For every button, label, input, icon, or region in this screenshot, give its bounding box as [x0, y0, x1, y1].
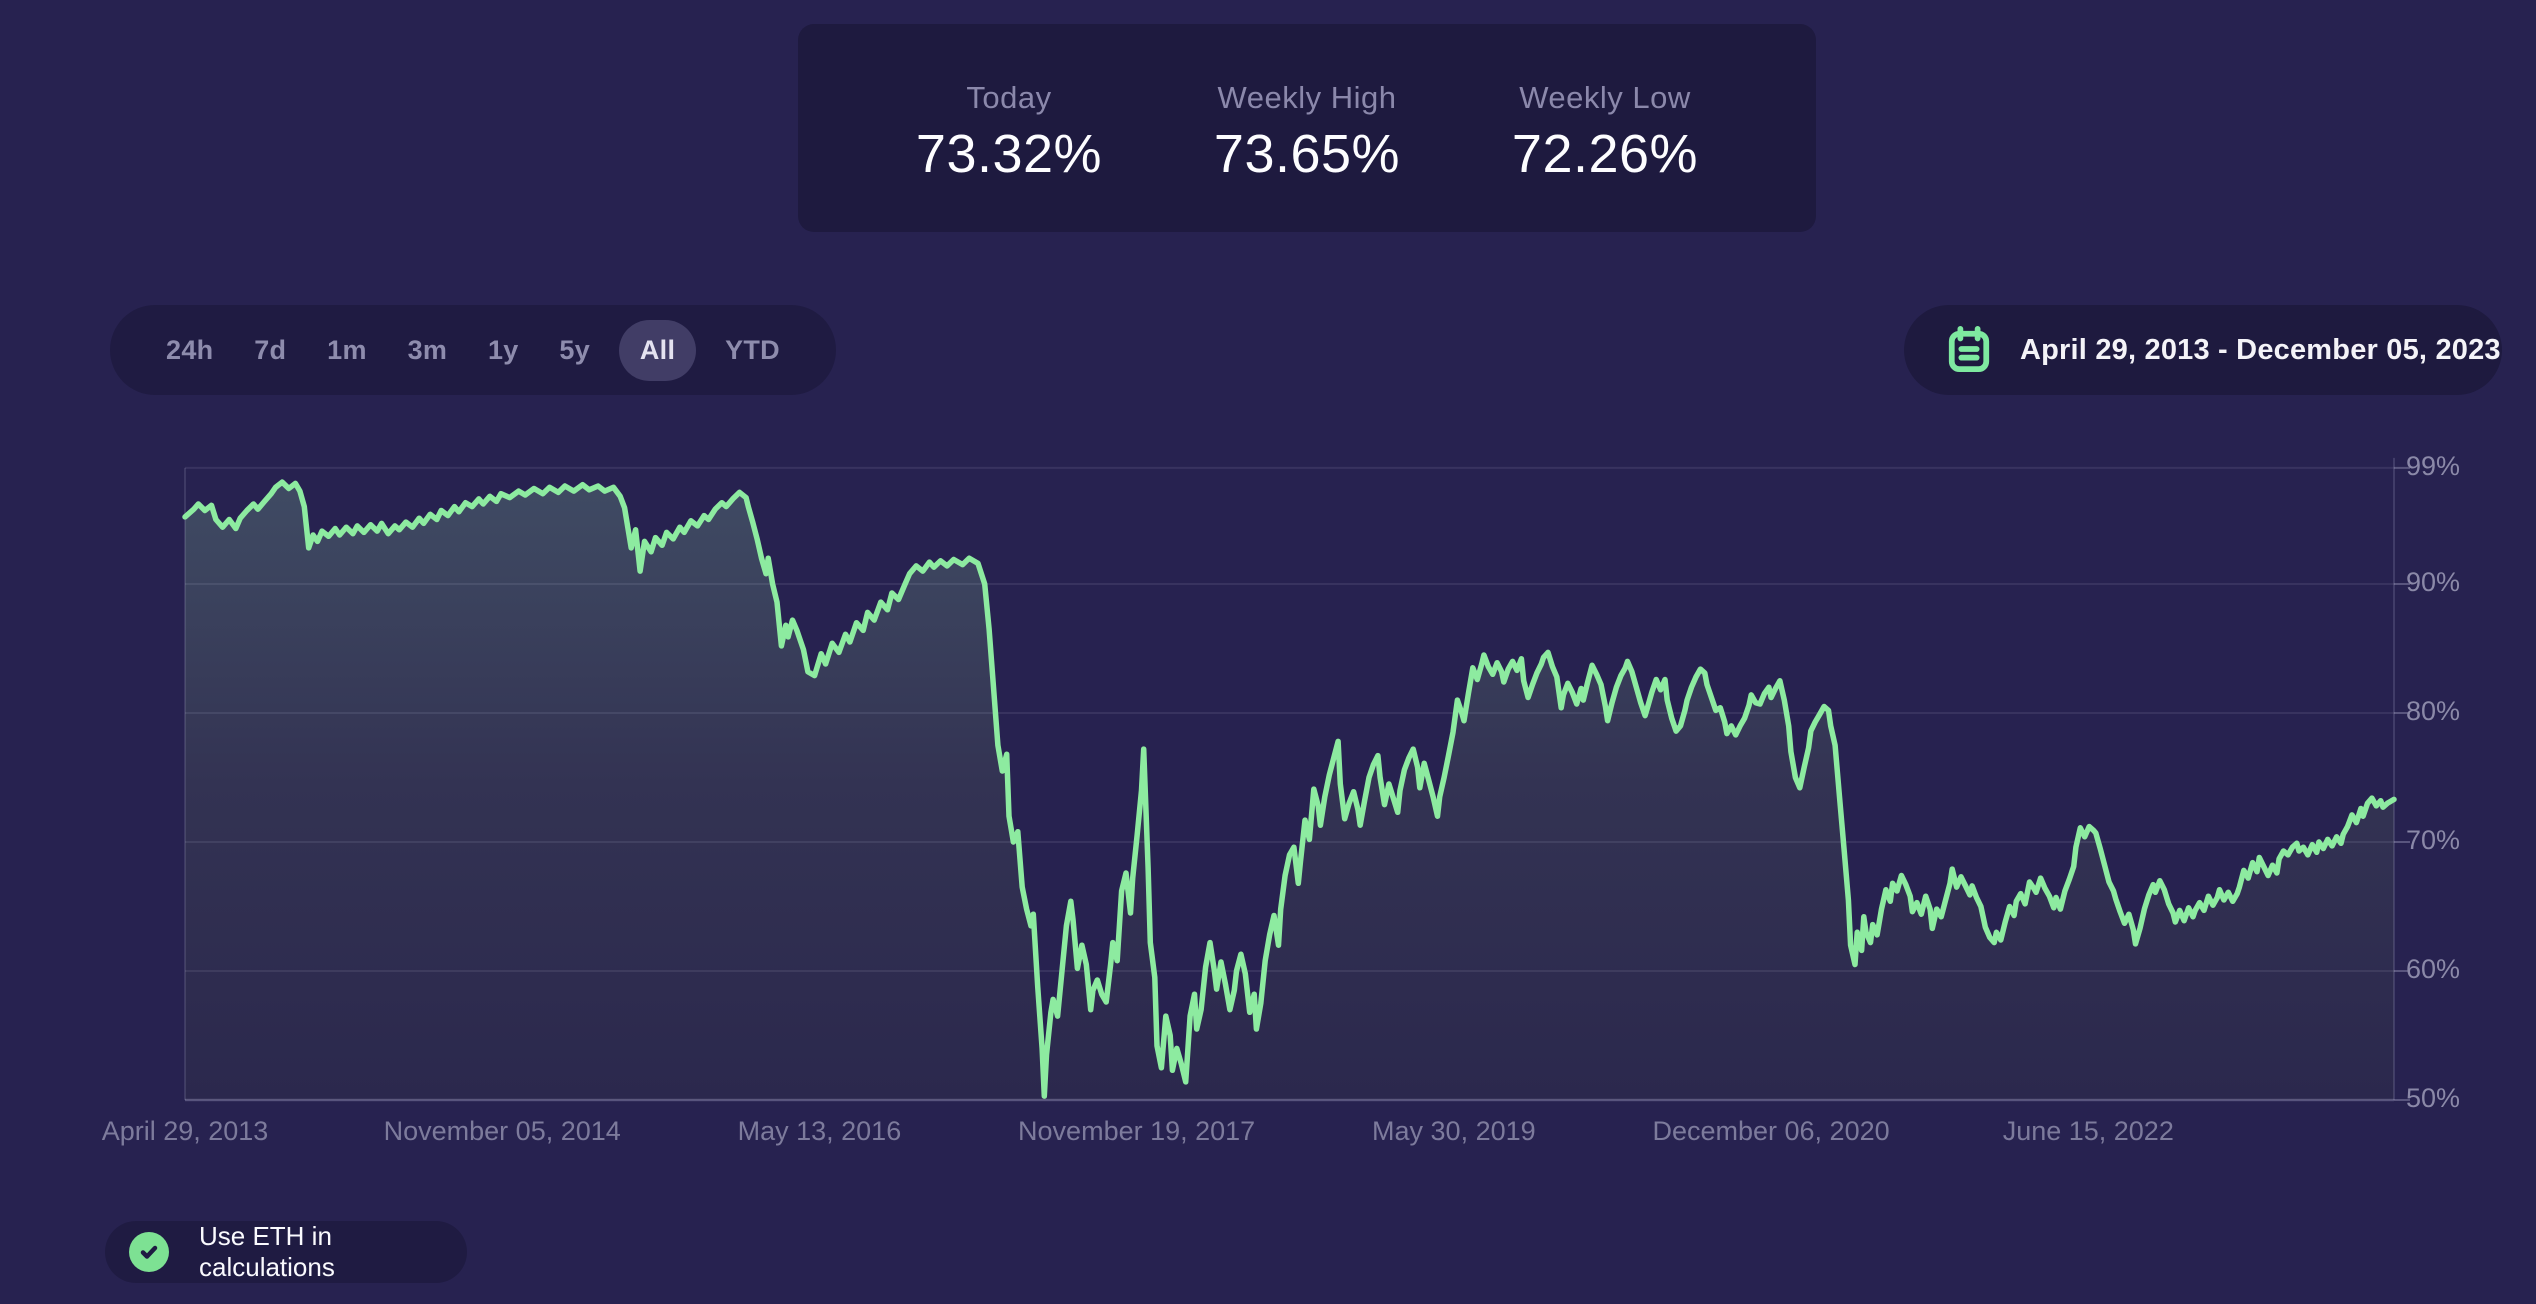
check-circle-icon	[129, 1232, 169, 1272]
date-range-label: April 29, 2013 - December 05, 2023	[2020, 333, 2501, 366]
y-axis-label: 99%	[2406, 450, 2461, 481]
time-range-bar: 24h 7d 1m 3m 1y 5y All YTD	[110, 305, 836, 395]
time-range-7d[interactable]: 7d	[242, 320, 298, 381]
stat-weekly-high-label: Weekly High	[1217, 80, 1397, 115]
eth-toggle[interactable]: Use ETH in calculations	[105, 1221, 467, 1283]
time-range-ytd[interactable]: YTD	[713, 320, 792, 381]
time-range-3m[interactable]: 3m	[396, 320, 460, 381]
x-axis-label: November 19, 2017	[1018, 1116, 1256, 1146]
calendar-icon	[1946, 325, 1992, 375]
stat-today: Today 73.32%	[860, 24, 1158, 232]
time-range-1y[interactable]: 1y	[476, 320, 531, 381]
stat-weekly-high-value: 73.65%	[1213, 124, 1401, 184]
y-axis-label: 70%	[2406, 825, 2461, 855]
y-axis-label: 50%	[2406, 1083, 2461, 1113]
stats-card: Today 73.32% Weekly High 73.65% Weekly L…	[798, 24, 1816, 232]
x-axis-label: June 15, 2022	[2002, 1116, 2174, 1146]
stat-weekly-low-value: 72.26%	[1511, 124, 1699, 184]
x-axis-label: April 29, 2013	[101, 1116, 269, 1146]
y-axis-label: 80%	[2406, 696, 2461, 726]
y-axis-label: 90%	[2406, 567, 2461, 597]
eth-toggle-label: Use ETH in calculations	[199, 1221, 335, 1282]
x-axis-label: December 06, 2020	[1652, 1116, 1890, 1146]
time-range-24h[interactable]: 24h	[154, 320, 225, 381]
date-range-picker[interactable]: April 29, 2013 - December 05, 2023	[1904, 305, 2502, 395]
x-axis-label: May 30, 2019	[1372, 1116, 1536, 1146]
stat-weekly-high: Weekly High 73.65%	[1158, 24, 1456, 232]
y-axis-label: 60%	[2406, 954, 2461, 984]
time-range-1m[interactable]: 1m	[315, 320, 379, 381]
time-range-5y[interactable]: 5y	[547, 320, 602, 381]
stat-weekly-low: Weekly Low 72.26%	[1456, 24, 1754, 232]
stat-today-value: 73.32%	[915, 124, 1103, 184]
x-axis-label: November 05, 2014	[383, 1116, 621, 1146]
x-axis-label: May 13, 2016	[737, 1116, 902, 1146]
stat-today-label: Today	[966, 80, 1052, 115]
stat-weekly-low-label: Weekly Low	[1519, 80, 1691, 115]
time-range-all[interactable]: All	[618, 319, 697, 381]
